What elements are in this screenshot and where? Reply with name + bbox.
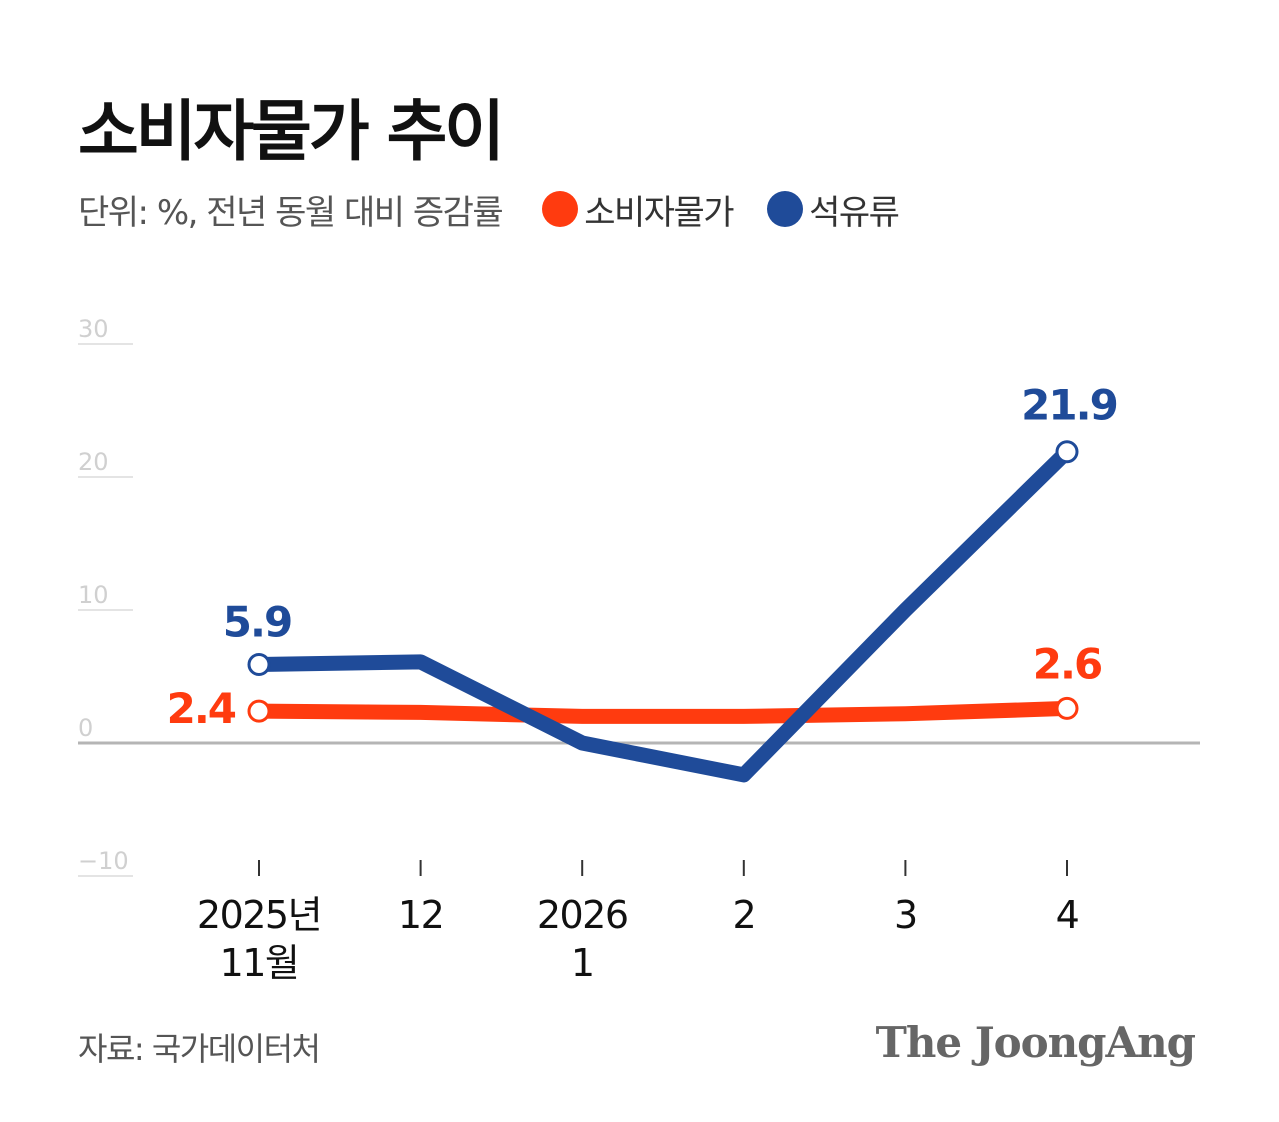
x-tick-label: 2 [732, 893, 755, 937]
x-tick-label: 2025년 [197, 893, 321, 937]
data-label-layer: 2.4 2.6 5.9 21.9 [167, 381, 1119, 733]
series-line-cpi [251, 700, 1075, 724]
x-tick-label: 3 [894, 893, 917, 937]
x-tick-label: 11월 [220, 941, 299, 985]
legend-label-petroleum: 석유류 [809, 192, 900, 233]
y-tick-label: 30 [78, 315, 109, 343]
legend-label-cpi: 소비자물가 [584, 192, 734, 233]
data-label: 2.4 [167, 684, 236, 733]
y-tick-label: −10 [78, 847, 129, 875]
unit-label: 단위: %, 전년 동월 대비 증감률 [78, 192, 504, 233]
x-tick-label: 2026 [537, 893, 628, 937]
x-tick-label: 4 [1056, 893, 1079, 937]
data-label: 21.9 [1021, 381, 1117, 430]
y-tick-label: 20 [78, 448, 109, 476]
data-point-marker [247, 699, 271, 723]
series-line-petroleum [251, 444, 1075, 783]
grid-layer: 30 20 10 0 −10 [78, 315, 1200, 877]
page-title: 소비자물가 추이 [78, 93, 505, 170]
data-label: 2.6 [1033, 639, 1101, 688]
data-label: 5.9 [223, 598, 291, 647]
legend-dot-cpi-icon [542, 191, 579, 227]
data-point-marker [1055, 696, 1079, 720]
x-tick-label: 12 [398, 893, 443, 937]
data-point-marker [247, 653, 271, 677]
legend-dot-petroleum-icon [767, 191, 804, 227]
y-tick-label: 10 [78, 581, 109, 609]
legend-item-petroleum: 석유류 [767, 185, 900, 234]
series-layer [251, 444, 1075, 783]
subtitle-legend-row: 단위: %, 전년 동월 대비 증감률 소비자물가 석유류 [78, 185, 900, 234]
brand-logo: The JoongAng [875, 1018, 1196, 1067]
source-note: 자료: 국가데이터처 [78, 1030, 321, 1068]
data-point-marker [1055, 440, 1079, 464]
legend-item-cpi: 소비자물가 [542, 185, 735, 234]
y-tick-label: 0 [78, 714, 93, 742]
x-tick-label: 1 [571, 941, 594, 985]
